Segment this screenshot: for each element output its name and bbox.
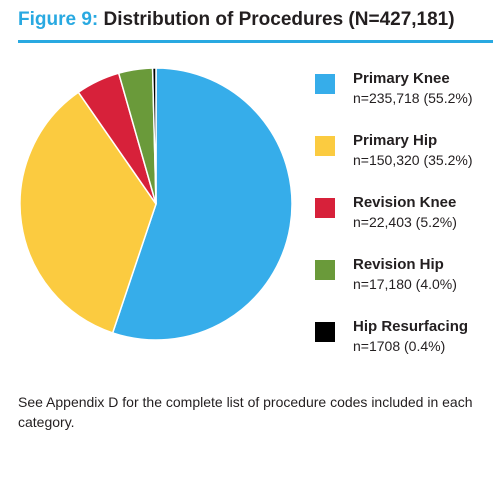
- title-text: Distribution of Procedures (N=427,181): [103, 9, 455, 30]
- legend-label: Primary Hip: [353, 132, 438, 149]
- legend-stat: n=22,403 (5.2%): [353, 214, 457, 230]
- legend-item-primary-knee: Primary Knee n=235,718 (55.2%): [315, 70, 495, 132]
- pie-slice-primary-knee: [111, 67, 293, 341]
- title-underline: [18, 40, 493, 43]
- legend-label: Revision Hip: [353, 256, 444, 273]
- legend-item-revision-hip: Revision Hip n=17,180 (4.0%): [315, 256, 495, 318]
- pie-slice-primary-hip: [19, 91, 157, 334]
- legend-label: Revision Knee: [353, 194, 457, 211]
- legend-stat: n=150,320 (35.2%): [353, 152, 473, 168]
- legend-swatch: [315, 322, 335, 342]
- legend-item-revision-knee: Revision Knee n=22,403 (5.2%): [315, 194, 495, 256]
- legend-stat: n=1708 (0.4%): [353, 338, 446, 354]
- footnote: See Appendix D for the complete list of …: [18, 394, 473, 430]
- legend-item-hip-resurfacing: Hip Resurfacing n=1708 (0.4%): [315, 318, 495, 380]
- pie-slice-hip-resurfacing: [151, 67, 157, 205]
- legend-stat: n=235,718 (55.2%): [353, 90, 473, 106]
- legend-swatch: [315, 74, 335, 94]
- legend-swatch: [315, 198, 335, 218]
- chart-title: Figure 9: Distribution of Procedures (N=…: [18, 8, 493, 32]
- legend: Primary Knee n=235,718 (55.2%) Primary H…: [315, 70, 495, 380]
- pie-chart: [19, 67, 293, 341]
- legend-label: Hip Resurfacing: [353, 318, 469, 335]
- legend-swatch: [315, 260, 335, 280]
- legend-swatch: [315, 136, 335, 156]
- legend-stat: n=17,180 (4.0%): [353, 276, 457, 292]
- figure-label: Figure 9:: [18, 9, 99, 30]
- legend-item-primary-hip: Primary Hip n=150,320 (35.2%): [315, 132, 495, 194]
- legend-label: Primary Knee: [353, 70, 450, 87]
